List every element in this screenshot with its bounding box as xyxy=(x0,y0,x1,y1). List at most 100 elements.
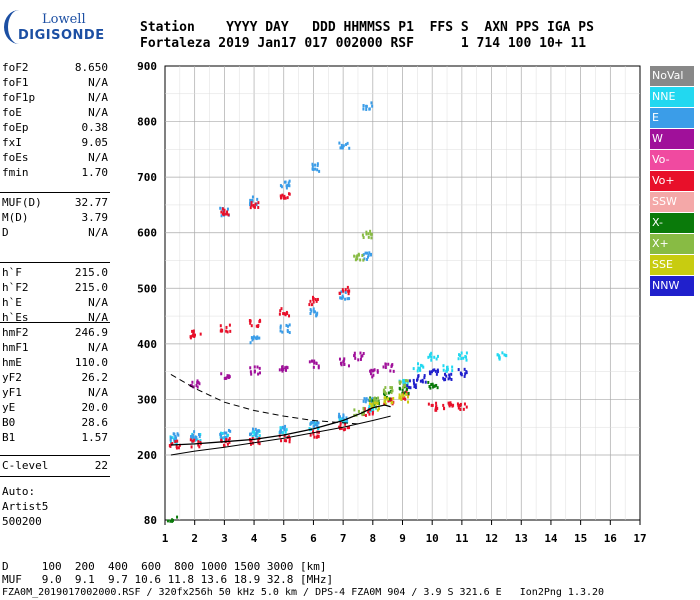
data-point xyxy=(195,436,198,440)
data-point xyxy=(249,366,252,370)
data-point xyxy=(282,367,285,371)
data-point xyxy=(344,427,347,431)
data-point xyxy=(444,378,447,382)
data-point xyxy=(406,384,409,388)
data-point xyxy=(223,376,226,380)
data-point xyxy=(229,429,232,433)
logo-line2: DIGISONDE xyxy=(18,28,105,43)
data-point xyxy=(414,386,417,390)
y-tick-label: 900 xyxy=(137,60,157,73)
data-point xyxy=(317,366,320,370)
data-point xyxy=(362,107,365,111)
data-point xyxy=(279,324,282,328)
data-point xyxy=(361,233,364,237)
data-point xyxy=(312,297,315,301)
data-point xyxy=(412,367,415,371)
param-name: D xyxy=(2,226,9,239)
data-point xyxy=(354,258,357,262)
data-point xyxy=(366,255,369,259)
data-point xyxy=(258,366,261,370)
data-point xyxy=(371,402,374,406)
data-point xyxy=(199,433,202,437)
data-point xyxy=(387,399,390,403)
data-point xyxy=(498,356,501,360)
legend-item: NNW xyxy=(650,276,694,296)
data-point xyxy=(221,207,224,211)
param-value: 110.0 xyxy=(74,356,108,369)
x-tick-label: 7 xyxy=(340,532,347,545)
param-row: foF2 8.650 xyxy=(2,60,108,75)
data-point xyxy=(399,395,402,399)
param-row: foF1p N/A xyxy=(2,90,108,105)
data-point xyxy=(227,428,230,432)
data-point xyxy=(285,428,288,432)
data-point xyxy=(316,424,319,428)
legend-item: NNE xyxy=(650,87,694,107)
data-point xyxy=(171,436,174,440)
data-point xyxy=(281,425,284,429)
data-point xyxy=(430,358,433,362)
data-point xyxy=(458,353,461,357)
data-point xyxy=(392,397,395,401)
data-point xyxy=(370,236,373,240)
data-point xyxy=(340,363,343,367)
param-row: hmE 110.0 xyxy=(2,355,108,370)
separator xyxy=(0,476,110,477)
data-point xyxy=(359,258,362,262)
data-point xyxy=(359,351,362,355)
data-point xyxy=(505,354,508,358)
data-point xyxy=(169,436,172,440)
data-point xyxy=(316,311,319,315)
data-point xyxy=(252,204,255,208)
data-point xyxy=(286,183,289,187)
data-point xyxy=(403,380,406,384)
data-point xyxy=(189,336,192,340)
data-point xyxy=(279,326,282,330)
auto-artist: Artist5 xyxy=(2,500,49,513)
data-point xyxy=(376,408,379,412)
data-point xyxy=(313,359,316,363)
data-point xyxy=(498,354,501,358)
param-name: hmE xyxy=(2,356,22,369)
data-point xyxy=(449,401,452,405)
data-point xyxy=(430,403,433,407)
data-point xyxy=(310,309,313,313)
data-point xyxy=(448,373,451,377)
data-point xyxy=(256,431,259,435)
data-point xyxy=(315,314,318,318)
x-tick-label: 4 xyxy=(251,532,258,545)
data-point xyxy=(279,429,282,433)
x-tick-label: 15 xyxy=(574,532,587,545)
data-point xyxy=(338,357,341,361)
data-point xyxy=(313,361,316,365)
data-point xyxy=(285,365,288,369)
data-point xyxy=(258,434,261,438)
data-point xyxy=(284,366,287,370)
data-point xyxy=(281,365,284,369)
data-point xyxy=(253,365,256,369)
data-point xyxy=(288,440,291,444)
data-point xyxy=(366,257,369,261)
legend-item: X+ xyxy=(650,234,694,254)
data-point xyxy=(447,401,450,405)
data-point xyxy=(398,396,401,400)
data-point xyxy=(434,408,437,412)
param-value: N/A xyxy=(88,386,108,399)
x-tick-label: 3 xyxy=(221,532,228,545)
data-point xyxy=(338,418,341,422)
data-point xyxy=(463,402,466,406)
param-value: N/A xyxy=(88,341,108,354)
data-point xyxy=(460,373,463,377)
data-point xyxy=(220,210,223,214)
data-point xyxy=(382,389,385,393)
data-point xyxy=(226,433,229,437)
data-point xyxy=(251,427,254,431)
data-point xyxy=(226,210,229,214)
data-point xyxy=(376,401,379,405)
data-point xyxy=(316,434,319,438)
data-point xyxy=(255,324,258,328)
data-point xyxy=(427,355,430,359)
data-point xyxy=(340,143,343,147)
param-value: 1.57 xyxy=(81,431,109,444)
